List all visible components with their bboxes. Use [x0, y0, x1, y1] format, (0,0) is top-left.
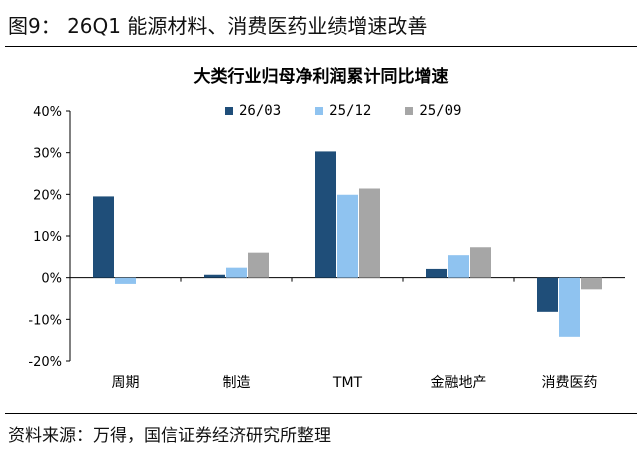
- chart-title: 大类行业归母净利润累计同比增速: [193, 67, 449, 87]
- bar-3-2: [248, 252, 269, 278]
- bar-1-1: [93, 196, 114, 278]
- y-tick-label: -20%: [28, 355, 62, 370]
- y-tick-label: 10%: [33, 230, 62, 245]
- legend-swatch-1: [225, 107, 233, 115]
- legend-label-2: 25/12: [329, 103, 372, 119]
- bar-3-4: [470, 247, 491, 278]
- y-tick-label: 40%: [33, 105, 62, 120]
- x-category-label: 周期: [112, 375, 140, 391]
- top-rule: [5, 46, 637, 47]
- legend-label-3: 25/09: [419, 103, 462, 119]
- legend-item-1: 26/03: [225, 103, 281, 119]
- bar-3-5: [581, 277, 602, 290]
- legend-swatch-3: [405, 107, 414, 115]
- figure-title: 图9： 26Q1 能源材料、消费医药业绩增速改善: [8, 14, 428, 38]
- y-tick-label: 20%: [33, 188, 62, 203]
- x-category-label: 消费医药: [542, 375, 598, 391]
- bar-2-2: [226, 267, 247, 278]
- y-tick-label: 30%: [33, 147, 62, 162]
- bar-2-5: [559, 277, 580, 337]
- y-tick-label: 0%: [41, 272, 62, 287]
- chart-legend: 26/03 25/12 25/09: [225, 103, 461, 119]
- bar-2-1: [115, 277, 136, 284]
- legend-swatch-2: [315, 107, 324, 115]
- legend-label-1: 26/03: [239, 103, 282, 119]
- bar-3-3: [359, 188, 380, 278]
- x-category-label: 制造: [223, 375, 251, 391]
- bar-1-3: [315, 151, 336, 278]
- bar-1-2: [204, 274, 225, 278]
- x-category-label: 金融地产: [431, 375, 487, 391]
- source-note: 资料来源：万得，国信证券经济研究所整理: [8, 426, 331, 446]
- bar-1-4: [426, 268, 447, 278]
- legend-item-3: 25/09: [405, 103, 461, 119]
- y-tick-label: -10%: [28, 313, 62, 328]
- x-category-label: TMT: [332, 375, 363, 391]
- bar-2-3: [337, 194, 358, 278]
- legend-item-2: 25/12: [315, 103, 371, 119]
- bottom-rule: [5, 413, 637, 414]
- bar-2-4: [448, 255, 469, 278]
- bar-1-5: [537, 277, 558, 312]
